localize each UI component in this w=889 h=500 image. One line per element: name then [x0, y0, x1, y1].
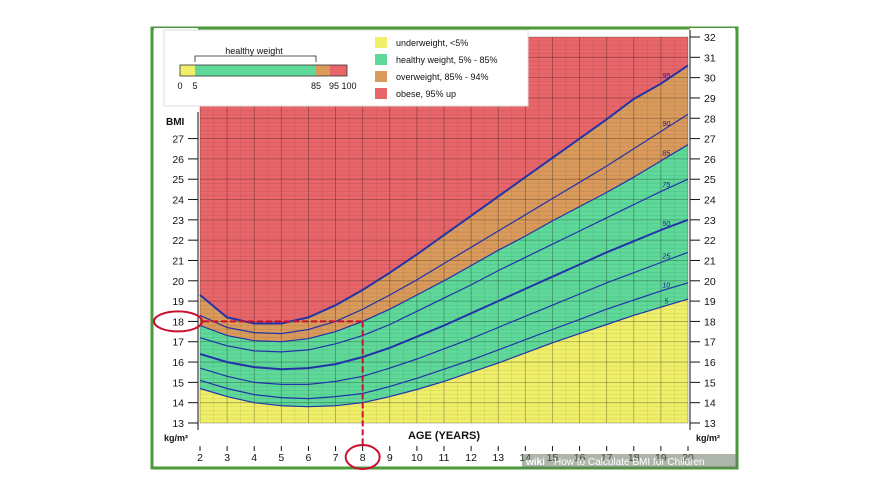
legend-scale-underweight: [180, 65, 195, 76]
x-axis-title: AGE (YEARS): [408, 430, 480, 442]
band-underweight: [200, 299, 688, 423]
percentile-line-25: [199, 251, 689, 385]
y-unit-right: kg/m²: [696, 433, 720, 443]
x-tick-label: 12: [465, 452, 477, 464]
scale-label-0: 0: [177, 81, 182, 91]
percentile-label-5: 5: [664, 299, 668, 306]
x-tick-label: 11: [439, 452, 450, 464]
x-tick-label: 8: [360, 452, 366, 464]
highlight-circle-x: [344, 444, 381, 470]
percentile-line-85: [199, 144, 689, 343]
x-tick-label: 5: [278, 452, 284, 464]
y-tick-label-left: 26: [172, 154, 184, 166]
legend-scale-title: healthy weight: [225, 46, 283, 56]
percentile-label-75: 75: [662, 182, 670, 189]
y-tick-label-left: 23: [172, 215, 184, 227]
x-tick-label: 2: [197, 452, 203, 464]
x-tick-label: 4: [251, 452, 257, 464]
x-tick-label: 9: [387, 452, 393, 464]
y-tick-label-right: 32: [704, 32, 716, 44]
y-tick-label-left: 16: [172, 357, 184, 369]
legend-label-healthy: healthy weight, 5% - 85%: [396, 55, 498, 65]
y-tick-label-right: 20: [704, 276, 716, 288]
x-tick-label: 3: [224, 452, 230, 464]
highlight-marker: [153, 310, 381, 470]
percentile-label-50: 50: [662, 221, 670, 228]
y-tick-label-left: 14: [172, 398, 184, 410]
y-tick-label-right: 14: [704, 398, 716, 410]
legend-swatch-obese: [375, 88, 387, 99]
percentile-curves: [199, 64, 689, 408]
scale-label-85: 85: [311, 81, 321, 91]
y-tick-label-right: 15: [704, 377, 716, 389]
legend-scale-overweight: [316, 65, 330, 76]
legend-swatch-underweight: [375, 37, 387, 48]
percentile-line-50: [199, 218, 689, 371]
watermark-brand: wiki: [525, 457, 545, 468]
x-tick-label: 6: [306, 452, 312, 464]
legend-scale-outline: [179, 64, 348, 77]
y-tick-label-left: 13: [172, 418, 184, 430]
legend-scale-obese: [330, 65, 347, 76]
y-tick-label-right: 31: [704, 52, 716, 64]
x-tick-label: 7: [333, 452, 339, 464]
legend-swatch-overweight: [375, 71, 387, 82]
legend-label-underweight: underweight, <5%: [396, 38, 468, 48]
scale-label-100: 100: [341, 81, 356, 91]
y-tick-label-right: 23: [704, 215, 716, 227]
percentile-label-10: 10: [662, 282, 670, 289]
y-tick-label-right: 21: [704, 255, 716, 267]
y-tick-label-right: 19: [704, 296, 716, 308]
y-tick-label-left: 25: [172, 174, 184, 186]
percentile-line-75: [199, 178, 689, 353]
percentile-line-10: [199, 282, 689, 400]
y-tick-label-right: 26: [704, 154, 716, 166]
y-tick-label-left: 20: [172, 276, 184, 288]
y-tick-label-right: 16: [704, 357, 716, 369]
y-tick-label-right: 13: [704, 418, 716, 430]
y-tick-label-right: 25: [704, 174, 716, 186]
legend-label-obese: obese, 95% up: [396, 89, 456, 99]
legend-swatch-healthy: [375, 54, 387, 65]
y-tick-label-left: 15: [172, 377, 184, 389]
watermark: wiki How to Calculate BMI for Children: [522, 454, 738, 468]
percentile-label-25: 25: [661, 253, 670, 260]
percentile-label-90: 90: [662, 121, 670, 128]
percentile-label-85: 85: [662, 151, 670, 158]
watermark-text: How to Calculate BMI for Children: [554, 457, 705, 468]
legend-scale-healthy: [195, 65, 316, 76]
y-unit-left: kg/m²: [164, 433, 188, 443]
legend-scale-bracket: [194, 55, 317, 62]
y-tick-label-left: 17: [172, 337, 184, 349]
legend-label-overweight: overweight, 85% - 94%: [396, 72, 489, 82]
y-tick-label-right: 29: [704, 93, 716, 105]
y-tick-label-left: 24: [172, 195, 184, 207]
scale-label-5: 5: [192, 81, 197, 91]
legend: healthy weight 0 5 85 95 100 underweight…: [163, 29, 529, 107]
percentile-line-90: [199, 113, 689, 335]
x-tick-label: 13: [492, 452, 504, 464]
y-tick-label-right: 18: [704, 316, 716, 328]
y-tick-label-right: 30: [704, 73, 716, 85]
y-tick-label-left: 19: [172, 296, 184, 308]
y-tick-label-right: 27: [704, 134, 716, 146]
watermark-bar: [522, 454, 738, 468]
x-tick-label: 10: [411, 452, 423, 464]
percentile-labels: 5 10 25 50 75 85 90 95: [661, 73, 670, 306]
y-tick-label-right: 24: [704, 195, 716, 207]
percentile-label-95: 95: [662, 73, 670, 80]
y-tick-label-left: 21: [172, 255, 184, 267]
percentile-line-95: [199, 64, 689, 325]
percentile-line-5: [199, 298, 689, 408]
y-tick-label-right: 22: [704, 235, 716, 247]
y-tick-label-left: 22: [172, 235, 184, 247]
highlight-circle-y: [153, 310, 203, 333]
scale-label-95: 95: [329, 81, 339, 91]
y-tick-label-right: 17: [704, 337, 716, 349]
y-tick-label-right: 28: [704, 113, 716, 125]
y-tick-label-left: 18: [172, 316, 184, 328]
y-axis-title: BMI: [166, 117, 185, 128]
y-tick-label-left: 27: [172, 134, 184, 146]
